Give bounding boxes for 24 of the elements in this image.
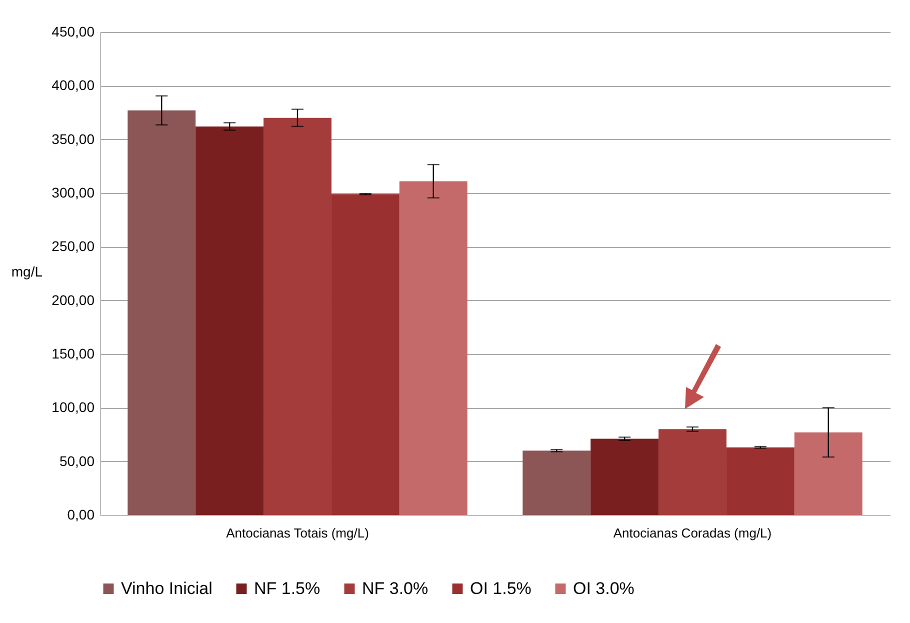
legend-label: NF 3.0% (362, 578, 428, 598)
x-tick-label: Antocianas Coradas (mg/L) (613, 526, 772, 540)
y-tick-label: 200,00 (52, 292, 95, 308)
y-tick-label: 300,00 (52, 184, 95, 200)
y-tick-label: 0,00 (67, 506, 95, 522)
legend-label: NF 1.5% (254, 578, 320, 598)
bar (522, 450, 591, 515)
y-tick-label: 450,00 (52, 24, 95, 40)
legend-label: OI 1.5% (470, 578, 532, 598)
legend-label: Vinho Inicial (121, 578, 212, 598)
bar (128, 110, 196, 515)
legend-label: OI 3.0% (573, 578, 634, 598)
y-axis-title: mg/L (11, 264, 43, 280)
y-tick-label: 50,00 (59, 452, 95, 469)
y-tick-label: 100,00 (52, 399, 95, 416)
bar (399, 181, 468, 515)
bar (590, 438, 659, 515)
y-tick-label: 150,00 (52, 346, 95, 362)
y-tick-label: 250,00 (52, 238, 95, 254)
x-tick-label: Antocianas Totais (mg/L) (226, 526, 369, 540)
y-tick-label: 350,00 (52, 130, 95, 147)
bar (196, 126, 264, 515)
y-tick-label: 400,00 (52, 77, 95, 94)
bar (794, 432, 862, 515)
